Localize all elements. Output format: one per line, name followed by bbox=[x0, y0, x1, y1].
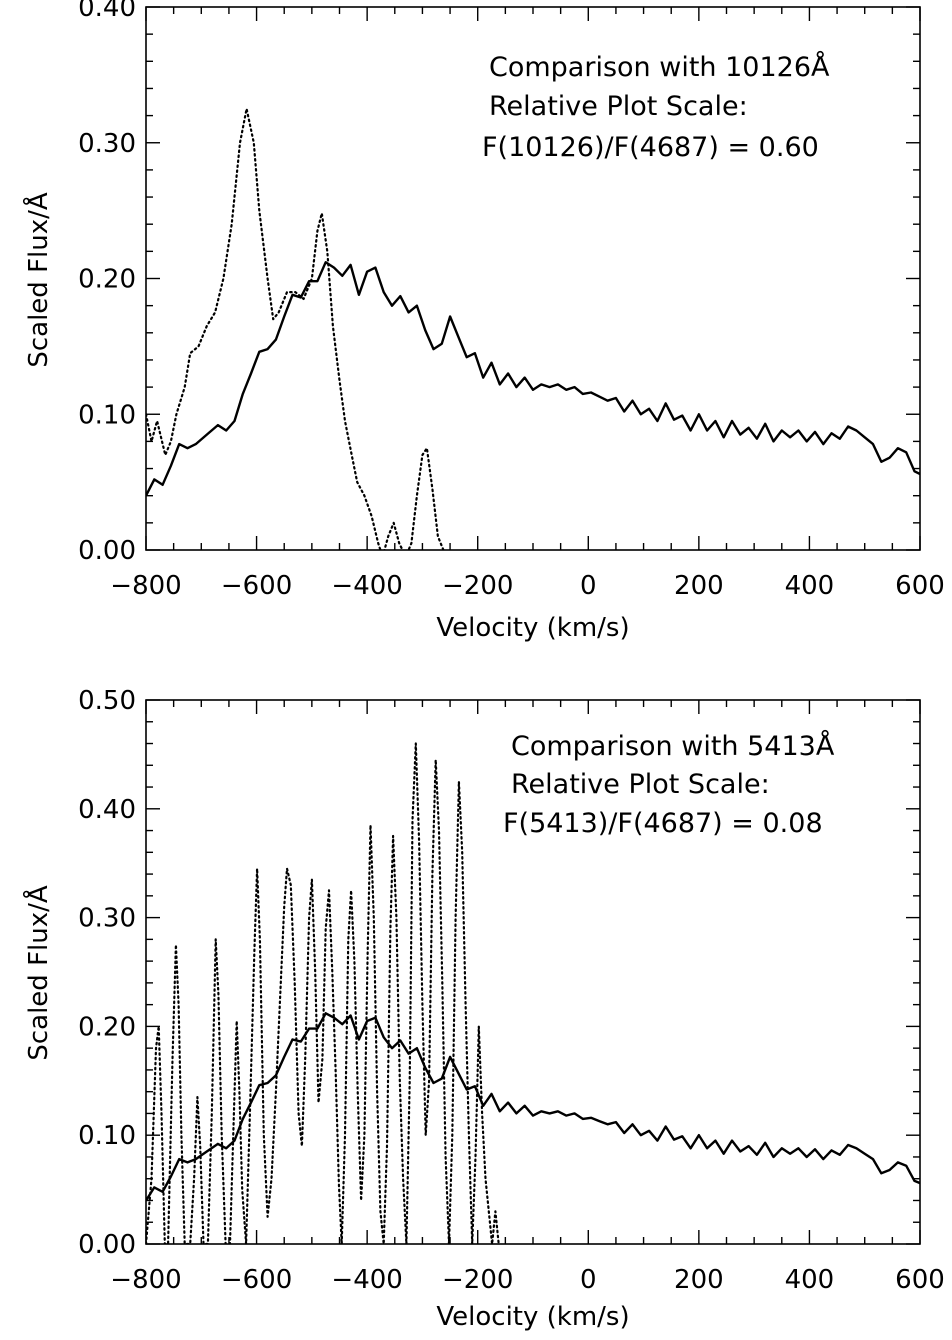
x-tick-label: −800 bbox=[110, 1265, 181, 1295]
y-tick-label: 0.00 bbox=[78, 536, 136, 566]
x-tick-label: 200 bbox=[674, 1265, 724, 1295]
x-tick-label: 200 bbox=[674, 571, 724, 601]
x-axis-label: Velocity (km/s) bbox=[436, 613, 629, 643]
annotation-line-3: F(5413)/F(4687) = 0.08 bbox=[503, 808, 823, 839]
x-tick-label: −400 bbox=[331, 571, 402, 601]
y-axis-label: Scaled Flux/Å bbox=[22, 885, 54, 1061]
comparison-dotted-line bbox=[146, 107, 445, 550]
x-axis-label: Velocity (km/s) bbox=[436, 1302, 629, 1332]
x-tick-label: −200 bbox=[442, 1265, 513, 1295]
y-tick-label: 0.30 bbox=[78, 129, 136, 159]
x-tick-label: 0 bbox=[580, 1265, 597, 1295]
x-tick-label: 400 bbox=[785, 1265, 835, 1295]
y-axis-label: Scaled Flux/Å bbox=[22, 192, 54, 368]
x-tick-label: −800 bbox=[110, 571, 181, 601]
x-tick-label: 600 bbox=[895, 1265, 945, 1295]
bottom-panel: Scaled Flux/Å Velocity (km/s) Comparison… bbox=[22, 686, 945, 1332]
y-tick-label: 0.20 bbox=[78, 1012, 136, 1042]
x-tick-label: 600 bbox=[895, 571, 945, 601]
y-tick-label: 0.10 bbox=[78, 1121, 136, 1151]
x-tick-label: 0 bbox=[580, 571, 597, 601]
y-tick-label: 0.40 bbox=[78, 0, 136, 23]
annotation-line-3: F(10126)/F(4687) = 0.60 bbox=[482, 132, 819, 163]
x-tick-label: 400 bbox=[785, 571, 835, 601]
y-tick-label: 0.50 bbox=[78, 686, 136, 716]
y-tick-label: 0.20 bbox=[78, 265, 136, 295]
y-tick-label: 0.10 bbox=[78, 400, 136, 430]
y-tick-label: 0.00 bbox=[78, 1230, 136, 1260]
annotation-line-1: Comparison with 10126Å bbox=[489, 51, 830, 83]
annotation: Comparison with 10126Å Relative Plot Sca… bbox=[482, 51, 830, 163]
x-tick-label: −600 bbox=[221, 571, 292, 601]
profile-solid-line bbox=[146, 261, 920, 497]
comparison-dotted-line bbox=[146, 742, 500, 1244]
annotation-line-1: Comparison with 5413Å bbox=[511, 730, 835, 762]
x-tick-label: −400 bbox=[331, 1265, 402, 1295]
annotation-line-2: Relative Plot Scale: bbox=[489, 91, 748, 122]
top-panel: Scaled Flux/Å Velocity (km/s) Comparison… bbox=[22, 0, 945, 643]
profile-solid-line bbox=[146, 1012, 920, 1202]
y-tick-label: 0.30 bbox=[78, 904, 136, 934]
plot-frame bbox=[145, 6, 921, 551]
annotation: Comparison with 5413Å Relative Plot Scal… bbox=[503, 730, 835, 839]
x-tick-label: −600 bbox=[221, 1265, 292, 1295]
y-tick-label: 0.40 bbox=[78, 795, 136, 825]
annotation-line-2: Relative Plot Scale: bbox=[511, 769, 770, 800]
x-tick-label: −200 bbox=[442, 571, 513, 601]
